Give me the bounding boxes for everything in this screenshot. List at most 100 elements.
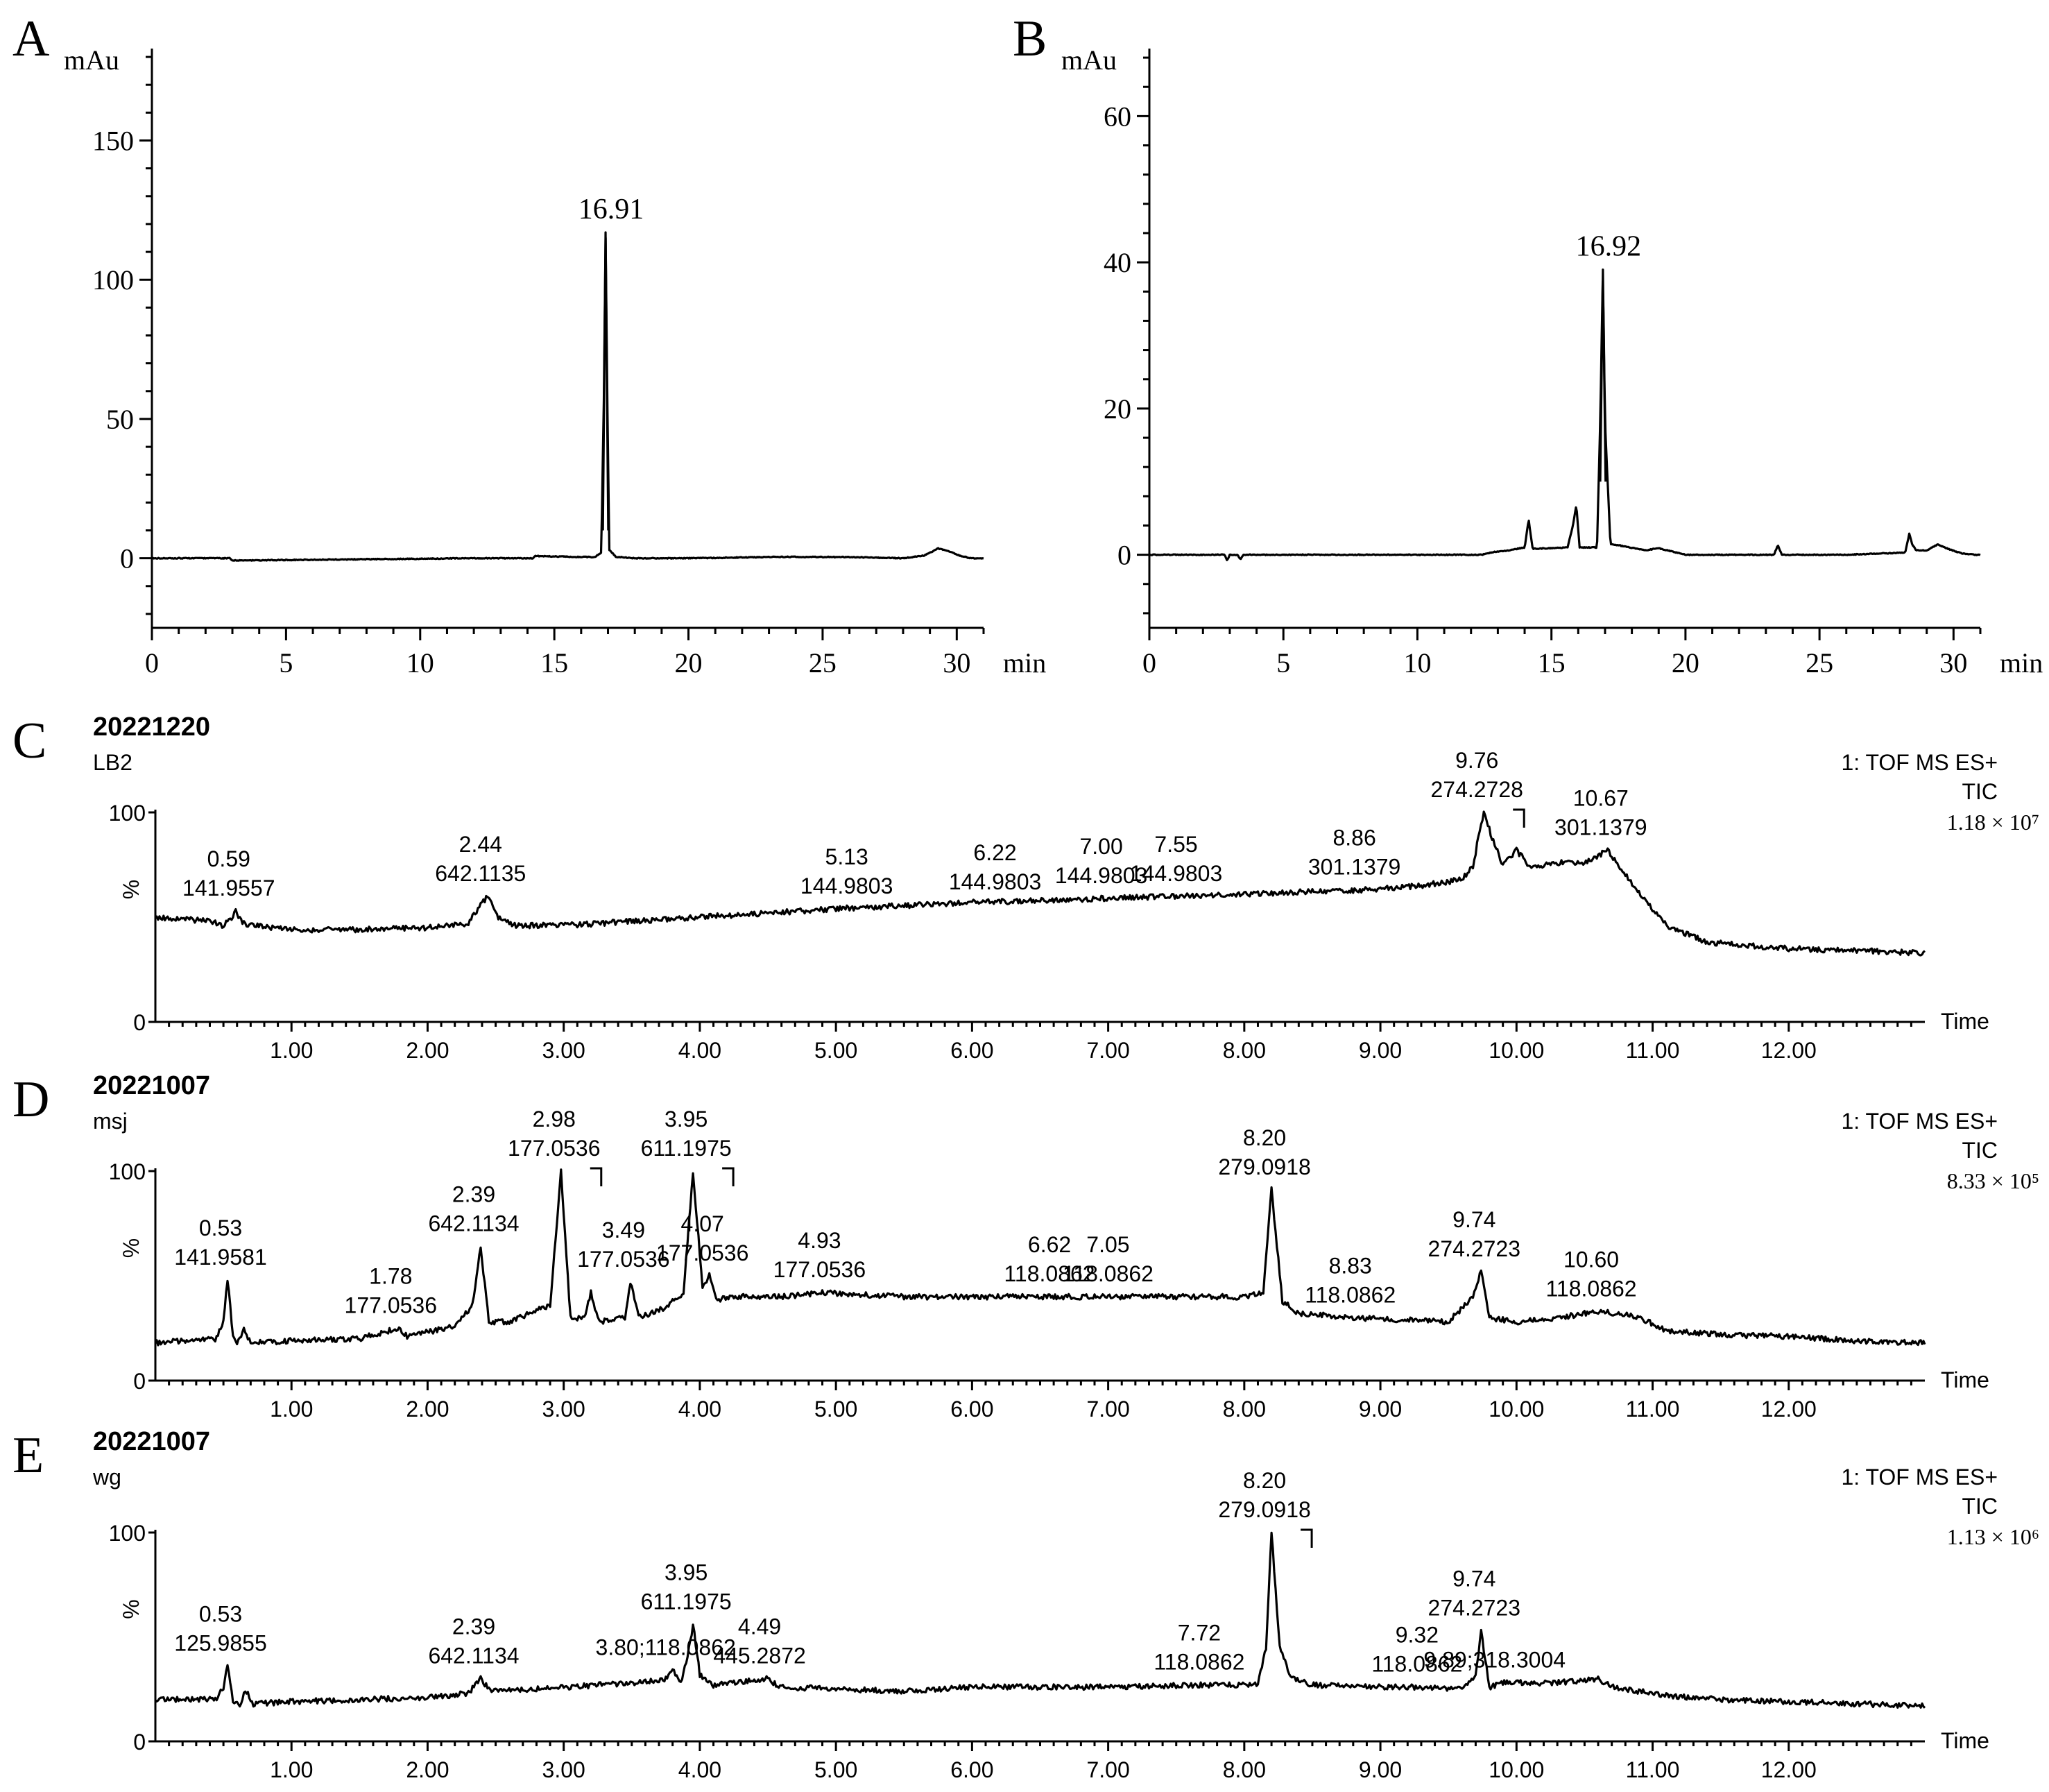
peak-mz-label: 279.0918 [1218, 1497, 1310, 1522]
x-tick-label: 5.00 [814, 1757, 857, 1782]
ms-mode: 1: TOF MS ES+ [1841, 1109, 1998, 1134]
peak-rt-label: 8.86 [1332, 826, 1375, 851]
peak-mz-label: 118.0862 [1063, 1261, 1154, 1286]
y-axis-label: % [119, 880, 144, 899]
peak-mz-label: 642.1134 [428, 1644, 519, 1669]
x-tick-label: 4.00 [678, 1397, 721, 1422]
tic-label: TIC [1962, 1494, 1998, 1519]
peak-annotation: 4.49 445.2872 [713, 1614, 805, 1669]
x-tick-label: 12.00 [1761, 1038, 1817, 1063]
x-tick-label: 2.00 [406, 1757, 449, 1782]
panel-e: E 20221007 wg 1: TOF MS ES+ TIC 1.13 × 10⁶ 100… [12, 1427, 2039, 1782]
x-tick-label: 20 [675, 647, 703, 679]
peak-rt-label: 0.59 [207, 846, 250, 871]
x-tick-label: 8.00 [1223, 1397, 1266, 1422]
peak-mz-label: 301.1379 [1308, 855, 1400, 880]
peak-annotation: 4.93 177.0536 [773, 1228, 866, 1282]
y-axis-label: % [119, 1599, 144, 1619]
peak-annotation: 2.98 177.0536 [508, 1107, 603, 1186]
peak-mz-label: 642.1135 [435, 861, 526, 886]
peak-annotation: 3.80;118.0862 [596, 1635, 736, 1660]
peak-rt-label: 7.55 [1154, 832, 1197, 857]
peak-mz-label: 125.9855 [174, 1631, 266, 1656]
peak-mz-label: 274.2728 [1430, 777, 1523, 802]
peak-rt-label: 2.39 [452, 1182, 495, 1207]
peak-rt-label: 2.39 [452, 1614, 495, 1639]
peak-mz-label: 118.0862 [1545, 1276, 1636, 1301]
x-tick-label: 1.00 [270, 1757, 313, 1782]
peak-annotation: 3.49 177.0536 [577, 1218, 669, 1272]
peak-annotation: 8.83 118.0862 [1305, 1253, 1396, 1307]
peak-rt-label: 2.98 [533, 1107, 576, 1132]
peak-rt-label: 4.93 [798, 1228, 841, 1253]
x-tick-label: 15 [1538, 647, 1566, 679]
panel-c: C 20221220 LB2 1: TOF MS ES+ TIC 1.18 × 10⁷ 10… [12, 712, 2039, 1063]
panel-letter: B [1013, 10, 1047, 67]
peak-annotation: 10.67 301.1379 [1554, 785, 1647, 839]
peak-annotation: 7.00 144.9803 [1055, 834, 1147, 888]
peak-mz-label: 274.2723 [1428, 1236, 1520, 1261]
tic-trace [154, 1531, 1926, 1709]
peak-mz-label: 177.0536 [577, 1247, 669, 1272]
run-date: 20221007 [93, 1427, 210, 1456]
x-tick-label: 6.00 [950, 1038, 993, 1063]
peak-rt-label: 3.49 [602, 1218, 645, 1243]
peak-annotation: 0.59 141.9557 [182, 846, 275, 901]
x-tick-label: 7.00 [1086, 1757, 1129, 1782]
peak-annotation: 5.13 144.9803 [800, 844, 893, 898]
peak-annotation: 0.53 141.9581 [174, 1215, 266, 1270]
tic-trace [154, 1168, 1926, 1347]
peak-rt-label: 9.89;318.3004 [1423, 1648, 1566, 1673]
peak-annotation: 9.74 274.2723 [1428, 1207, 1520, 1261]
panel-letter: C [12, 712, 46, 769]
x-tick-label: 25 [1806, 647, 1833, 679]
peak-mz-label: 301.1379 [1554, 814, 1647, 839]
peak-rt-label: 0.53 [199, 1602, 242, 1627]
peak-rt-label: 0.53 [199, 1215, 242, 1240]
peak-mz-label: 144.9803 [1130, 861, 1222, 886]
x-tick-label: 9.00 [1359, 1038, 1402, 1063]
peak-annotation: 2.39 642.1134 [428, 1182, 519, 1236]
peak-mz-label: 274.2723 [1428, 1595, 1520, 1620]
x-tick-label: 5.00 [814, 1038, 857, 1063]
peak-mz-label: 144.9803 [800, 873, 893, 898]
panel-letter: D [12, 1071, 49, 1128]
peak-bracket [1301, 1528, 1313, 1548]
x-tick-label: 9.00 [1359, 1397, 1402, 1422]
peak-mz-label: 642.1134 [428, 1211, 519, 1236]
peak-bracket [722, 1167, 735, 1186]
peak-mz-label: 141.9581 [174, 1245, 266, 1270]
peak-annotation: 9.89;318.3004 [1423, 1648, 1566, 1673]
y-tick-label: 150 [92, 126, 134, 157]
x-tick-label: 3.00 [542, 1397, 585, 1422]
peak-annotation: 2.39 642.1134 [428, 1614, 519, 1669]
peak-rt-label: 9.76 [1455, 748, 1498, 773]
peak-annotation: 3.95 611.1975 [641, 1560, 732, 1614]
peak-mz-label: 445.2872 [713, 1644, 805, 1669]
x-tick-label: 15 [540, 647, 568, 679]
y-tick-label: 100 [109, 801, 146, 826]
peak-mz-label: 611.1975 [641, 1589, 732, 1614]
peak-mz-label: 144.9803 [949, 869, 1041, 894]
x-tick-label: 10 [406, 647, 434, 679]
x-tick-label: 0 [145, 647, 159, 679]
peak-rt-label: 5.13 [825, 844, 868, 869]
peak-annotation: 9.74 274.2723 [1428, 1566, 1520, 1620]
ms-mode: 1: TOF MS ES+ [1841, 750, 1998, 775]
peak-rt-label: 1.78 [369, 1264, 412, 1289]
tic-trace [155, 810, 1926, 957]
x-tick-label: 3.00 [542, 1038, 585, 1063]
x-axis-label: Time [1941, 1728, 1989, 1753]
peak-label: 16.91 [578, 194, 644, 225]
peak-rt-label: 3.95 [665, 1560, 708, 1585]
panel-d: D 20221007 msj 1: TOF MS ES+ TIC 8.33 × 10⁵ 10… [12, 1071, 2039, 1422]
peak-mz-label: 611.1975 [641, 1136, 732, 1161]
peak-annotation: 8.20 279.0918 [1218, 1468, 1313, 1548]
x-tick-label: 12.00 [1761, 1397, 1817, 1422]
peak-rt-label: 7.72 [1178, 1621, 1221, 1646]
intensity-scale: 8.33 × 10⁵ [1947, 1168, 2039, 1193]
peak-mz-label: 118.0862 [1154, 1650, 1244, 1675]
